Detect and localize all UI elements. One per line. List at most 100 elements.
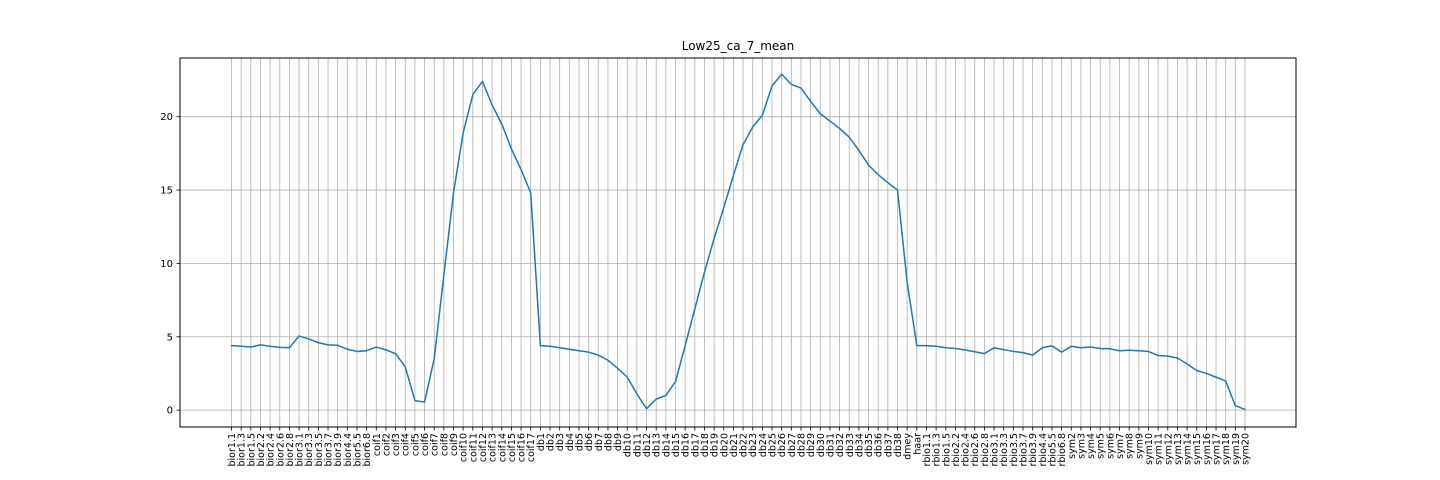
x-tick-label: bior2.4: [266, 433, 277, 467]
x-tick-label: coif15: [507, 433, 518, 462]
x-tick-label: db8: [603, 433, 614, 451]
x-tick-label: db10: [623, 433, 634, 457]
x-tick-label: bior1.3: [237, 433, 248, 467]
x-tick-label: coif1: [372, 433, 383, 456]
x-tick-label: db18: [700, 433, 711, 457]
x-tick-label: coif12: [478, 433, 489, 462]
x-tick-label: db16: [681, 433, 692, 457]
y-tick-label: 20: [160, 112, 173, 123]
x-tick-label: rbio2.4: [961, 433, 972, 467]
x-tick-label: rbio6.8: [1057, 433, 1068, 467]
x-tick-label: db5: [574, 433, 585, 451]
x-tick-label: db33: [845, 433, 856, 457]
x-tick-label: db12: [642, 433, 653, 457]
x-tick-label: db15: [671, 433, 682, 457]
y-tick-label: 0: [167, 406, 173, 417]
x-tick-label: db31: [825, 433, 836, 457]
x-tick-label: rbio3.7: [1018, 433, 1029, 467]
x-tick-label: sym13: [1173, 433, 1184, 465]
x-tick-label: rbio3.1: [990, 433, 1001, 467]
x-tick-label: db35: [864, 433, 875, 457]
grid: [180, 58, 1296, 427]
x-tick-label: haar: [912, 433, 923, 455]
x-tick-label: sym16: [1202, 433, 1213, 465]
x-tick-label: db24: [758, 433, 769, 457]
x-tick-label: rbio5.5: [1047, 433, 1058, 467]
x-tick-label: rbio1.3: [932, 433, 943, 467]
x-tick-label: rbio4.4: [1038, 433, 1049, 467]
x-tick-label: coif2: [381, 433, 392, 456]
x-tick-label: db20: [719, 433, 730, 457]
x-tick-label: sym17: [1212, 433, 1223, 465]
ticks: bior1.1bior1.3bior1.5bior2.2bior2.4bior2…: [160, 112, 1251, 466]
x-tick-label: rbio3.3: [999, 433, 1010, 467]
y-tick-label: 10: [160, 259, 173, 270]
x-tick-label: db1: [536, 433, 547, 451]
x-tick-label: db11: [632, 433, 643, 457]
x-tick-label: sym20: [1241, 433, 1252, 465]
x-tick-label: db30: [816, 433, 827, 457]
x-tick-label: rbio1.5: [941, 433, 952, 467]
x-tick-label: rbio2.8: [980, 433, 991, 467]
x-tick-label: coif10: [459, 433, 470, 462]
x-tick-label: db6: [584, 433, 595, 451]
x-tick-label: db28: [796, 433, 807, 457]
x-tick-label: bior3.5: [314, 433, 325, 467]
x-tick-label: bior2.6: [275, 433, 286, 467]
x-tick-label: bior3.3: [304, 433, 315, 467]
x-tick-label: sym12: [1163, 433, 1174, 465]
x-tick-label: coif9: [449, 433, 460, 456]
x-tick-label: dmey: [903, 433, 914, 460]
x-tick-label: bior3.9: [333, 433, 344, 467]
x-tick-label: bior4.4: [343, 433, 354, 467]
x-tick-label: rbio3.9: [1028, 433, 1039, 467]
x-tick-label: db13: [652, 433, 663, 457]
x-tick-label: db32: [835, 433, 846, 457]
y-tick-label: 15: [160, 186, 173, 197]
x-tick-label: db3: [555, 433, 566, 451]
x-tick-label: db21: [729, 433, 740, 457]
x-tick-label: coif4: [401, 433, 412, 456]
x-tick-label: sym14: [1183, 433, 1194, 465]
x-tick-label: bior6.8: [362, 433, 373, 467]
series-layer: [230, 73, 1246, 411]
x-tick-label: db26: [777, 433, 788, 457]
x-tick-label: coif5: [410, 433, 421, 456]
x-tick-label: db17: [690, 433, 701, 457]
x-tick-label: bior5.5: [352, 433, 363, 467]
x-tick-label: sym15: [1192, 433, 1203, 465]
x-tick-label: rbio3.5: [1009, 433, 1020, 467]
x-tick-label: sym10: [1144, 433, 1155, 465]
plot-frame: [179, 57, 1297, 428]
x-tick-label: rbio2.2: [951, 433, 962, 467]
x-tick-label: rbio1.1: [922, 433, 933, 467]
x-tick-label: db37: [883, 433, 894, 457]
x-tick-label: db27: [787, 433, 798, 457]
x-tick-label: bior3.1: [295, 433, 306, 467]
x-tick-label: coif7: [430, 433, 441, 456]
x-tick-label: sym18: [1221, 433, 1232, 465]
x-tick-label: sym9: [1134, 433, 1145, 459]
data-series-line: [230, 73, 1246, 411]
x-tick-label: db34: [854, 433, 865, 457]
x-tick-label: db2: [546, 433, 557, 451]
x-tick-label: db19: [710, 433, 721, 457]
x-tick-label: sym7: [1115, 433, 1126, 459]
x-tick-label: db14: [661, 433, 672, 457]
x-tick-label: sym2: [1067, 433, 1078, 459]
x-tick-label: rbio2.6: [970, 433, 981, 467]
x-tick-label: db9: [613, 433, 624, 451]
x-tick-label: db29: [806, 433, 817, 457]
x-tick-label: sym8: [1125, 433, 1136, 459]
x-tick-label: db7: [594, 433, 605, 451]
chart-title: Low25_ca_7_mean: [682, 39, 795, 53]
x-tick-label: db23: [748, 433, 759, 457]
x-tick-label: bior1.1: [227, 433, 238, 467]
x-tick-label: coif13: [488, 433, 499, 462]
x-tick-label: bior2.8: [285, 433, 296, 467]
x-tick-label: sym19: [1231, 433, 1242, 465]
x-tick-label: coif8: [439, 433, 450, 456]
x-tick-label: sym6: [1105, 433, 1116, 459]
